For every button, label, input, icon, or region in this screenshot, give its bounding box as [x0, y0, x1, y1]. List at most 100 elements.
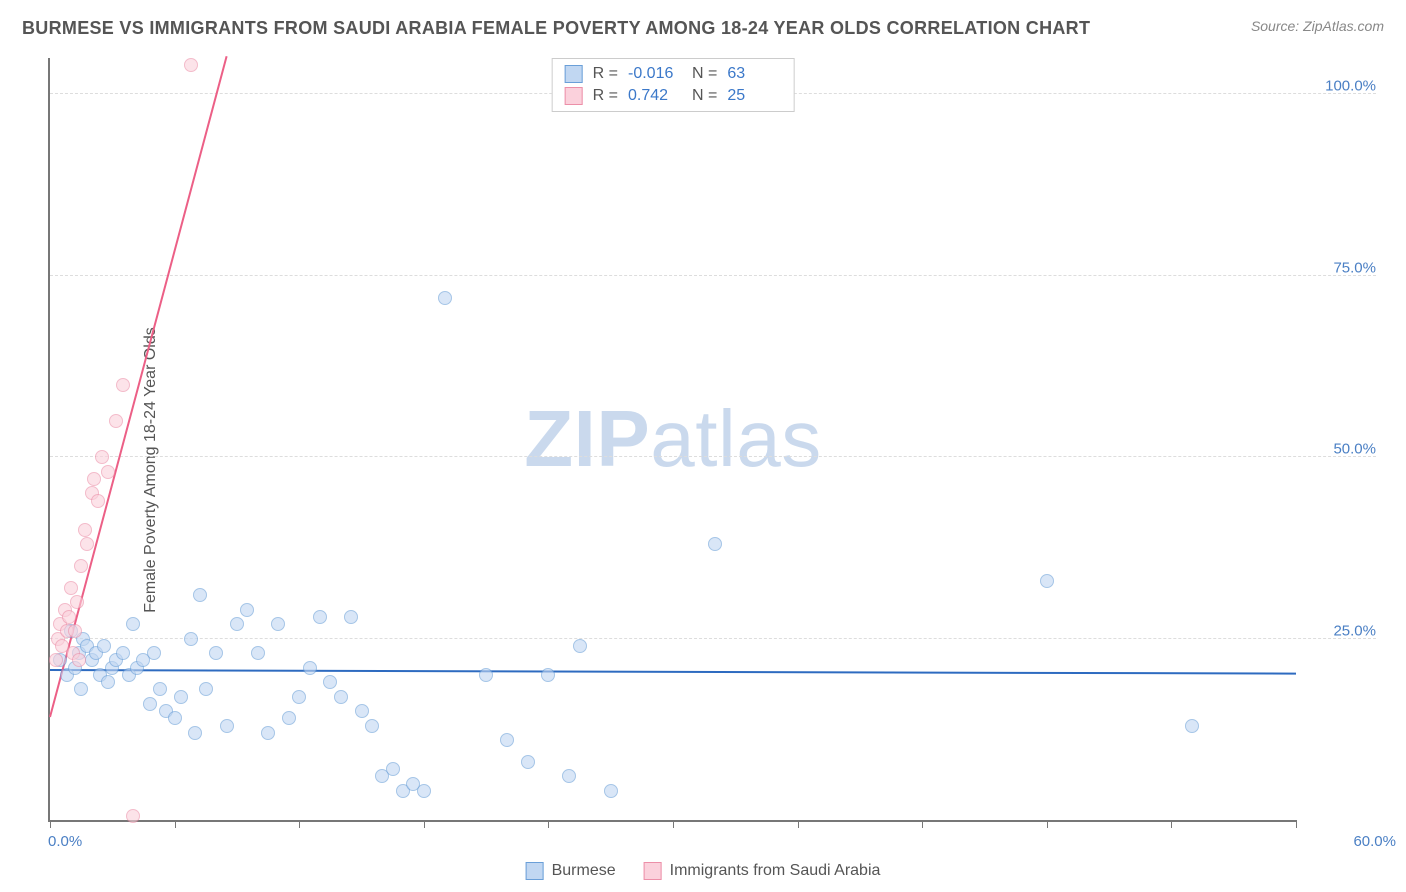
x-tick: [175, 820, 176, 828]
data-point: [64, 581, 78, 595]
data-point: [147, 646, 161, 660]
y-tick-label: 75.0%: [1306, 259, 1376, 276]
legend-stats: R = -0.016 N = 63 R = 0.742 N = 25: [552, 58, 795, 112]
data-point: [143, 697, 157, 711]
data-point: [193, 588, 207, 602]
data-point: [386, 762, 400, 776]
data-point: [91, 494, 105, 508]
data-point: [230, 617, 244, 631]
data-point: [97, 639, 111, 653]
data-point: [1040, 574, 1054, 588]
data-point: [109, 414, 123, 428]
data-point: [334, 690, 348, 704]
data-point: [62, 610, 76, 624]
data-point: [199, 682, 213, 696]
data-point: [72, 653, 86, 667]
data-point: [68, 624, 82, 638]
x-tick: [1296, 820, 1297, 828]
data-point: [323, 675, 337, 689]
chart-container: Female Poverty Among 18-24 Year Olds ZIP…: [0, 48, 1406, 892]
n-label: N =: [692, 65, 717, 83]
watermark-light: atlas: [650, 394, 821, 483]
data-point: [74, 559, 88, 573]
gridline: [50, 275, 1376, 276]
y-tick-label: 100.0%: [1306, 78, 1376, 95]
n-value: 63: [727, 65, 781, 83]
data-point: [292, 690, 306, 704]
r-value: -0.016: [628, 65, 682, 83]
y-tick-label: 50.0%: [1306, 441, 1376, 458]
data-point: [126, 809, 140, 823]
chart-title: BURMESE VS IMMIGRANTS FROM SAUDI ARABIA …: [22, 18, 1090, 39]
data-point: [220, 719, 234, 733]
legend-item: Immigrants from Saudi Arabia: [644, 862, 881, 880]
data-point: [188, 726, 202, 740]
data-point: [261, 726, 275, 740]
data-point: [70, 595, 84, 609]
data-point: [573, 639, 587, 653]
r-label: R =: [593, 87, 618, 105]
x-tick: [548, 820, 549, 828]
data-point: [116, 378, 130, 392]
legend-swatch-icon: [565, 65, 583, 83]
watermark: ZIPatlas: [524, 393, 821, 485]
gridline: [50, 456, 1376, 457]
data-point: [271, 617, 285, 631]
source-label: Source: ZipAtlas.com: [1251, 18, 1384, 34]
r-value: 0.742: [628, 87, 682, 105]
data-point: [541, 668, 555, 682]
data-point: [168, 711, 182, 725]
data-point: [80, 537, 94, 551]
data-point: [1185, 719, 1199, 733]
legend-label: Burmese: [552, 862, 616, 880]
x-tick: [50, 820, 51, 828]
data-point: [604, 784, 618, 798]
data-point: [521, 755, 535, 769]
data-point: [95, 450, 109, 464]
data-point: [184, 58, 198, 72]
data-point: [49, 653, 63, 667]
data-point: [184, 632, 198, 646]
x-tick: [673, 820, 674, 828]
data-point: [417, 784, 431, 798]
data-point: [126, 617, 140, 631]
plot-area: ZIPatlas R = -0.016 N = 63 R = 0.742 N =…: [48, 58, 1296, 822]
data-point: [74, 682, 88, 696]
x-tick: [299, 820, 300, 828]
x-tick: [798, 820, 799, 828]
legend-swatch-icon: [565, 87, 583, 105]
x-tick-label-min: 0.0%: [48, 833, 82, 850]
x-tick: [1047, 820, 1048, 828]
data-point: [355, 704, 369, 718]
n-label: N =: [692, 87, 717, 105]
x-tick-label-max: 60.0%: [1353, 833, 1396, 850]
trendline: [50, 669, 1296, 675]
n-value: 25: [727, 87, 781, 105]
data-point: [562, 769, 576, 783]
data-point: [209, 646, 223, 660]
data-point: [500, 733, 514, 747]
watermark-bold: ZIP: [524, 394, 650, 483]
data-point: [101, 465, 115, 479]
data-point: [282, 711, 296, 725]
r-label: R =: [593, 65, 618, 83]
legend-swatch-icon: [526, 862, 544, 880]
legend-item: Burmese: [526, 862, 616, 880]
data-point: [78, 523, 92, 537]
legend-series: Burmese Immigrants from Saudi Arabia: [526, 862, 881, 880]
x-tick: [1171, 820, 1172, 828]
data-point: [251, 646, 265, 660]
data-point: [240, 603, 254, 617]
legend-label: Immigrants from Saudi Arabia: [670, 862, 881, 880]
data-point: [153, 682, 167, 696]
data-point: [303, 661, 317, 675]
data-point: [708, 537, 722, 551]
legend-stats-row: R = -0.016 N = 63: [565, 63, 782, 85]
data-point: [174, 690, 188, 704]
legend-swatch-icon: [644, 862, 662, 880]
data-point: [344, 610, 358, 624]
data-point: [116, 646, 130, 660]
legend-stats-row: R = 0.742 N = 25: [565, 85, 782, 107]
x-tick: [424, 820, 425, 828]
y-tick-label: 25.0%: [1306, 622, 1376, 639]
